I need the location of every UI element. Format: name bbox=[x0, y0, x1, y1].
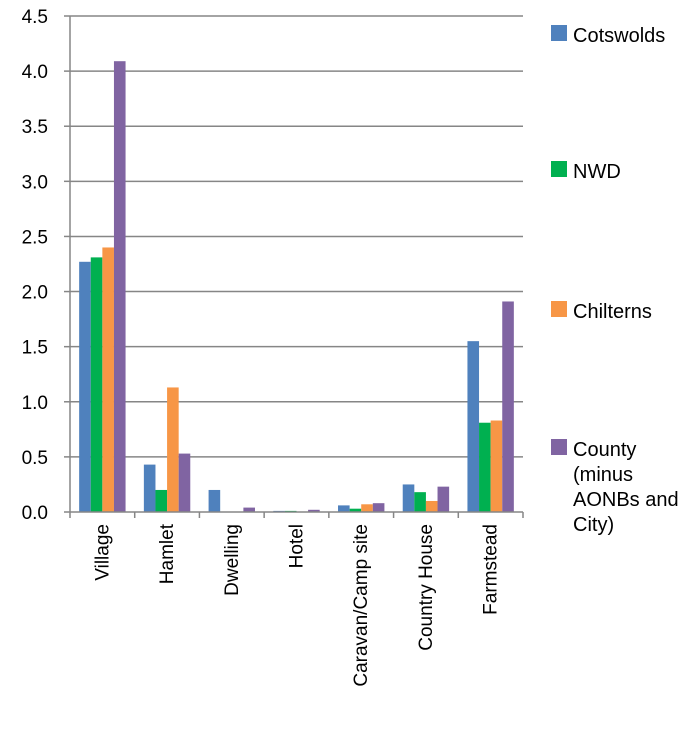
bar-chilterns-4 bbox=[361, 504, 373, 512]
bar-cotswolds-6 bbox=[467, 341, 480, 512]
x-tick-label: Dwelling bbox=[222, 524, 243, 596]
legend-label: Chilterns bbox=[573, 301, 652, 323]
y-tick-label: 0.0 bbox=[22, 503, 48, 524]
bar-nwd-5 bbox=[414, 492, 426, 512]
y-tick-label: 3.0 bbox=[22, 172, 48, 193]
y-tick-label: 1.0 bbox=[22, 393, 48, 414]
legend-label: AONBs and bbox=[573, 489, 679, 511]
bar-county-0 bbox=[113, 61, 126, 513]
legend-swatch bbox=[551, 301, 567, 317]
legend-label: (minus bbox=[573, 464, 633, 486]
bars bbox=[79, 61, 514, 513]
legend-label: City) bbox=[573, 514, 614, 536]
bar-nwd-6 bbox=[479, 422, 491, 512]
bar-chilterns-0 bbox=[102, 247, 114, 512]
bar-county-2 bbox=[243, 507, 255, 512]
x-axis-ticks: Village Hamlet Dwelling Hotel Caravan/Camp s… bbox=[69, 512, 524, 687]
bar-county-4 bbox=[372, 503, 385, 512]
x-tick-label: Village bbox=[92, 524, 113, 581]
gridlines bbox=[70, 15, 523, 458]
legend-swatch bbox=[551, 439, 567, 455]
y-tick-label: 4.0 bbox=[22, 62, 48, 83]
legend-swatch bbox=[551, 25, 567, 41]
bar-county-1 bbox=[178, 453, 191, 512]
legend-swatch bbox=[551, 161, 567, 177]
y-tick-label: 0.5 bbox=[22, 448, 48, 469]
x-tick-label: Caravan/Camp site bbox=[351, 524, 372, 687]
y-tick-label: 1.5 bbox=[22, 338, 48, 359]
x-tick-label: Farmstead bbox=[481, 524, 502, 615]
bar-chilterns-5 bbox=[425, 500, 438, 512]
legend-label: County bbox=[573, 439, 636, 461]
bar-chilterns-1 bbox=[167, 387, 179, 512]
bar-cotswolds-0 bbox=[79, 261, 91, 512]
legend-label: Cotswolds bbox=[573, 25, 665, 47]
bar-county-6 bbox=[502, 301, 514, 512]
bar-county-3 bbox=[308, 509, 320, 512]
bar-cotswolds-4 bbox=[338, 505, 350, 512]
bar-nwd-4 bbox=[349, 508, 362, 512]
bar-chilterns-6 bbox=[490, 420, 503, 512]
legend-label: NWD bbox=[573, 161, 621, 183]
bar-nwd-0 bbox=[90, 257, 103, 512]
y-axis-ticks: 0.0 0.5 1.0 1.5 2.0 2.5 3.0 3.5 4.0 4.5 bbox=[22, 7, 70, 524]
x-tick-label: Hotel bbox=[287, 524, 308, 568]
bar-cotswolds-1 bbox=[143, 464, 156, 512]
bar-cotswolds-2 bbox=[208, 489, 221, 512]
y-tick-label: 3.5 bbox=[22, 117, 48, 138]
legend: Cotswolds NWD Chilterns County (minus AONBs a… bbox=[551, 25, 679, 536]
bar-nwd-1 bbox=[155, 489, 168, 512]
y-tick-label: 2.0 bbox=[22, 283, 48, 304]
axes bbox=[69, 16, 523, 513]
bar-county-5 bbox=[437, 486, 450, 512]
x-tick-label: Country House bbox=[416, 524, 437, 651]
y-tick-label: 4.5 bbox=[22, 7, 48, 28]
bar-cotswolds-5 bbox=[402, 484, 415, 512]
x-tick-label: Hamlet bbox=[157, 523, 178, 584]
y-tick-label: 2.5 bbox=[22, 227, 48, 248]
